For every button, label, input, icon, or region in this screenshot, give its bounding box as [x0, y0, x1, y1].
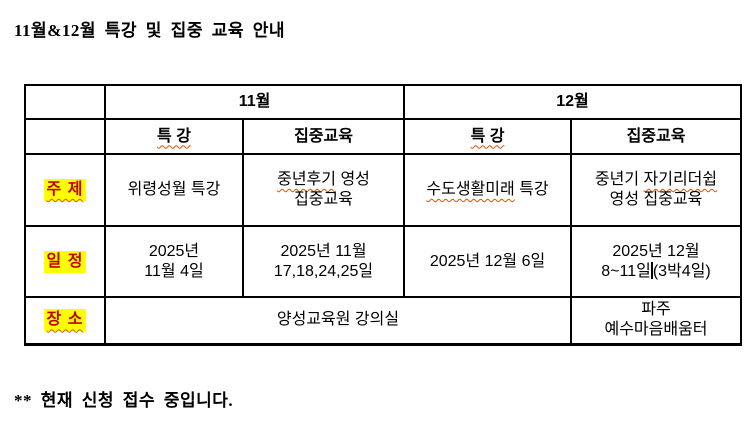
table-row-types: 특 강 집중교육 특 강 집중교육 [24, 118, 743, 155]
misspelled-word: 자기리더쉽 [643, 171, 718, 188]
cell-text: 중년기 [594, 171, 640, 188]
header-nov-special[interactable]: 특 강 [104, 118, 244, 155]
header-empty-corner[interactable] [24, 84, 106, 120]
row-label-location: 장 소 [43, 309, 87, 332]
header-nov-intensive[interactable]: 집중교육 [241, 118, 406, 155]
header-month-november[interactable]: 11월 [103, 84, 406, 120]
cell-text: 파주 [641, 301, 671, 319]
table-row-location: 장 소 양성교육원 강의실 파주 예수마음배움터 [24, 296, 743, 345]
cell-schedule-dec-intensive[interactable]: 2025년 12월 8~11일 (3박4일) [570, 225, 743, 298]
row-label-topic-cell[interactable]: 주 제 [24, 153, 106, 227]
cell-text: 2025년 11월 [280, 242, 367, 260]
cell-topic-nov-intensive[interactable]: 중년후기 영성 집중교육 [241, 153, 406, 227]
misspelled-word: 수도생활미래 [426, 181, 515, 198]
cell-text: (3박4일) [652, 262, 711, 280]
row-label-location-cell[interactable]: 장 소 [24, 296, 106, 345]
cell-location-shared[interactable]: 양성교육원 강의실 [103, 296, 573, 345]
cell-text: 영성 [340, 171, 370, 188]
table-row-months: 11월 12월 [24, 84, 743, 120]
row-label-topic: 주 제 [43, 179, 87, 201]
cell-text: 11월 4일 [144, 262, 204, 280]
cell-schedule-dec-special[interactable]: 2025년 12월 6일 [403, 225, 573, 298]
header-dec-special[interactable]: 특 강 [403, 118, 573, 155]
cell-topic-dec-intensive[interactable]: 중년기 자기리더쉽 영성 집중교육 [570, 153, 743, 227]
cell-location-dec-intensive[interactable]: 파주 예수마음배움터 [570, 296, 743, 345]
header-month-december[interactable]: 12월 [403, 84, 743, 120]
text-cursor [650, 261, 653, 279]
page-title[interactable]: 11월&12월 특강 및 집중 교육 안내 [14, 21, 286, 40]
special-lecture-header-text: 특 강 [470, 127, 505, 145]
cell-schedule-nov-intensive[interactable]: 2025년 11월 17,18,24,25일 [241, 225, 406, 298]
cell-schedule-nov-special[interactable]: 2025년 11월 4일 [104, 225, 244, 298]
header-empty-label[interactable] [24, 118, 106, 155]
schedule-table: 11월 12월 특 강 집중교육 특 강 집중교육 주 제 위령성월 특강 중년… [24, 84, 743, 346]
cell-text: 2025년 12월 [612, 242, 700, 260]
cell-text: 집중교육 [294, 191, 353, 208]
row-label-schedule: 일 정 [43, 250, 87, 273]
row-label-schedule-cell[interactable]: 일 정 [24, 225, 106, 298]
cell-text: 영성 집중교육 [609, 191, 703, 208]
cell-text: 2025년 [148, 242, 200, 260]
cell-text: 8~11일 [601, 262, 651, 280]
cell-topic-dec-special[interactable]: 수도생활미래 특강 [403, 153, 573, 227]
footnote[interactable]: ** 현재 신청 접수 중입니다. [14, 391, 234, 410]
table-row-schedule: 일 정 2025년 11월 4일 2025년 11월 17,18,24,25일 … [24, 225, 743, 298]
table-row-topic: 주 제 위령성월 특강 중년후기 영성 집중교육 수도생활미래 특강 중년기 자… [24, 153, 743, 227]
cell-text: 특강 [519, 181, 549, 198]
cell-text: 17,18,24,25일 [273, 262, 374, 280]
cell-topic-nov-special[interactable]: 위령성월 특강 [104, 153, 244, 227]
header-dec-intensive[interactable]: 집중교육 [570, 118, 743, 155]
cell-text: 예수마음배움터 [604, 321, 708, 339]
misspelled-word: 중년후기 [277, 171, 336, 188]
special-lecture-header-text: 특 강 [157, 127, 191, 145]
